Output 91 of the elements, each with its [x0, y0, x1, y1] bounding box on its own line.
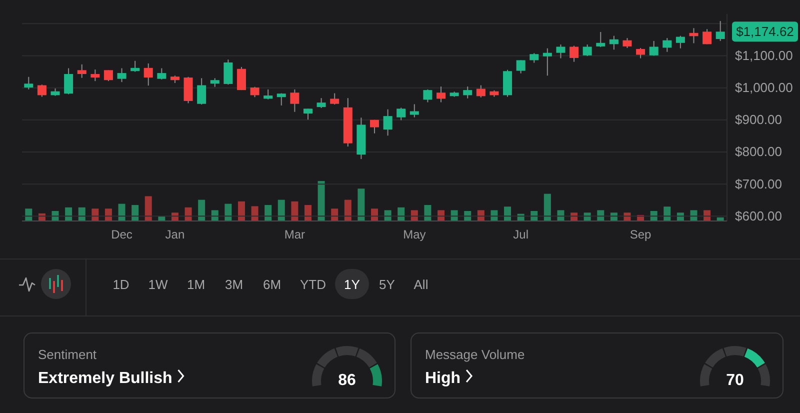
text: 5Y	[379, 277, 396, 292]
candlestick	[410, 104, 419, 118]
text: $1,174.62	[736, 24, 794, 40]
candlestick	[476, 84, 486, 98]
candlestick	[516, 60, 526, 74]
bar	[358, 188, 365, 221]
data-label: 86	[338, 372, 356, 389]
x-tick-label: May	[403, 228, 426, 242]
text: High	[425, 370, 461, 387]
candlestick	[609, 35, 618, 50]
text: Sentiment	[38, 347, 97, 362]
y-tick-label: $800.00	[735, 144, 782, 160]
candlestick	[236, 66, 246, 91]
x-tick-label: Dec	[111, 228, 132, 242]
bar	[504, 206, 512, 221]
bar	[318, 181, 325, 221]
y-tick-label: $1,000.00	[735, 80, 793, 95]
text: 6M	[262, 277, 282, 292]
candlestick	[264, 88, 273, 100]
x-tick-label: Jan	[165, 228, 185, 242]
bar	[291, 201, 298, 221]
candlestick	[24, 76, 34, 90]
candlestick	[276, 92, 286, 106]
x-tick-label: Jul	[513, 228, 528, 242]
candlestick	[622, 38, 632, 49]
bar	[251, 206, 258, 221]
bar	[304, 205, 312, 221]
candlestick	[184, 76, 193, 104]
candlestick	[117, 68, 126, 83]
candlestick	[104, 70, 113, 82]
bar	[664, 206, 671, 221]
candlestick	[64, 68, 74, 95]
candlestick	[250, 86, 260, 98]
candlestick	[90, 69, 100, 82]
candlestick	[396, 107, 406, 121]
text: YTD	[300, 277, 326, 292]
x-tick-label: Sep	[630, 228, 652, 242]
x-tick-label: Mar	[284, 228, 306, 242]
bar	[144, 196, 152, 221]
text: Extremely Bullish	[38, 370, 172, 387]
candlestick	[316, 98, 326, 109]
y-tick-label: $1,100.00	[735, 48, 793, 63]
text: 1W	[148, 277, 168, 292]
text: 1M	[186, 277, 206, 292]
bar	[424, 205, 432, 221]
bar	[118, 204, 126, 221]
candlestick	[570, 45, 579, 62]
bar	[344, 200, 352, 221]
bar	[264, 205, 272, 221]
text: 1D	[112, 277, 130, 292]
candlestick	[542, 48, 552, 76]
text: Message Volume	[425, 347, 525, 362]
candlestick	[649, 40, 658, 56]
candlestick	[330, 92, 340, 105]
candlestick	[530, 52, 539, 64]
candlestick	[702, 28, 712, 45]
data-label: 70	[726, 372, 744, 389]
candlestick	[436, 86, 446, 103]
candlestick	[383, 108, 392, 136]
candlestick	[596, 31, 606, 48]
candlestick	[303, 108, 312, 120]
bar	[132, 205, 139, 221]
y-tick-label: $900.00	[735, 112, 782, 128]
candlestick	[582, 44, 592, 57]
bar	[224, 204, 232, 221]
bar	[198, 200, 206, 221]
text: All	[414, 277, 428, 292]
candlestick	[224, 59, 233, 86]
candlestick	[37, 84, 46, 98]
bar	[238, 201, 245, 221]
candlestick	[197, 78, 206, 105]
candlestick	[144, 62, 153, 86]
bar	[278, 200, 285, 221]
candlestick	[77, 64, 86, 78]
text: 3M	[224, 277, 244, 292]
candlestick	[463, 86, 472, 99]
candlestick	[636, 48, 646, 59]
candlestick	[556, 44, 566, 59]
candlestick	[290, 88, 300, 112]
y-tick-label: $700.00	[735, 176, 782, 192]
bar	[544, 194, 551, 221]
candlestick	[157, 68, 166, 80]
candlestick	[662, 38, 672, 52]
y-tick-label: $600.00	[735, 208, 782, 224]
candlestick	[676, 35, 685, 49]
candlestick	[130, 60, 140, 72]
candlestick	[370, 119, 379, 134]
text: 1Y	[344, 277, 360, 292]
candlestick	[423, 88, 432, 103]
candlestick	[716, 20, 725, 42]
candlestick	[689, 28, 698, 44]
